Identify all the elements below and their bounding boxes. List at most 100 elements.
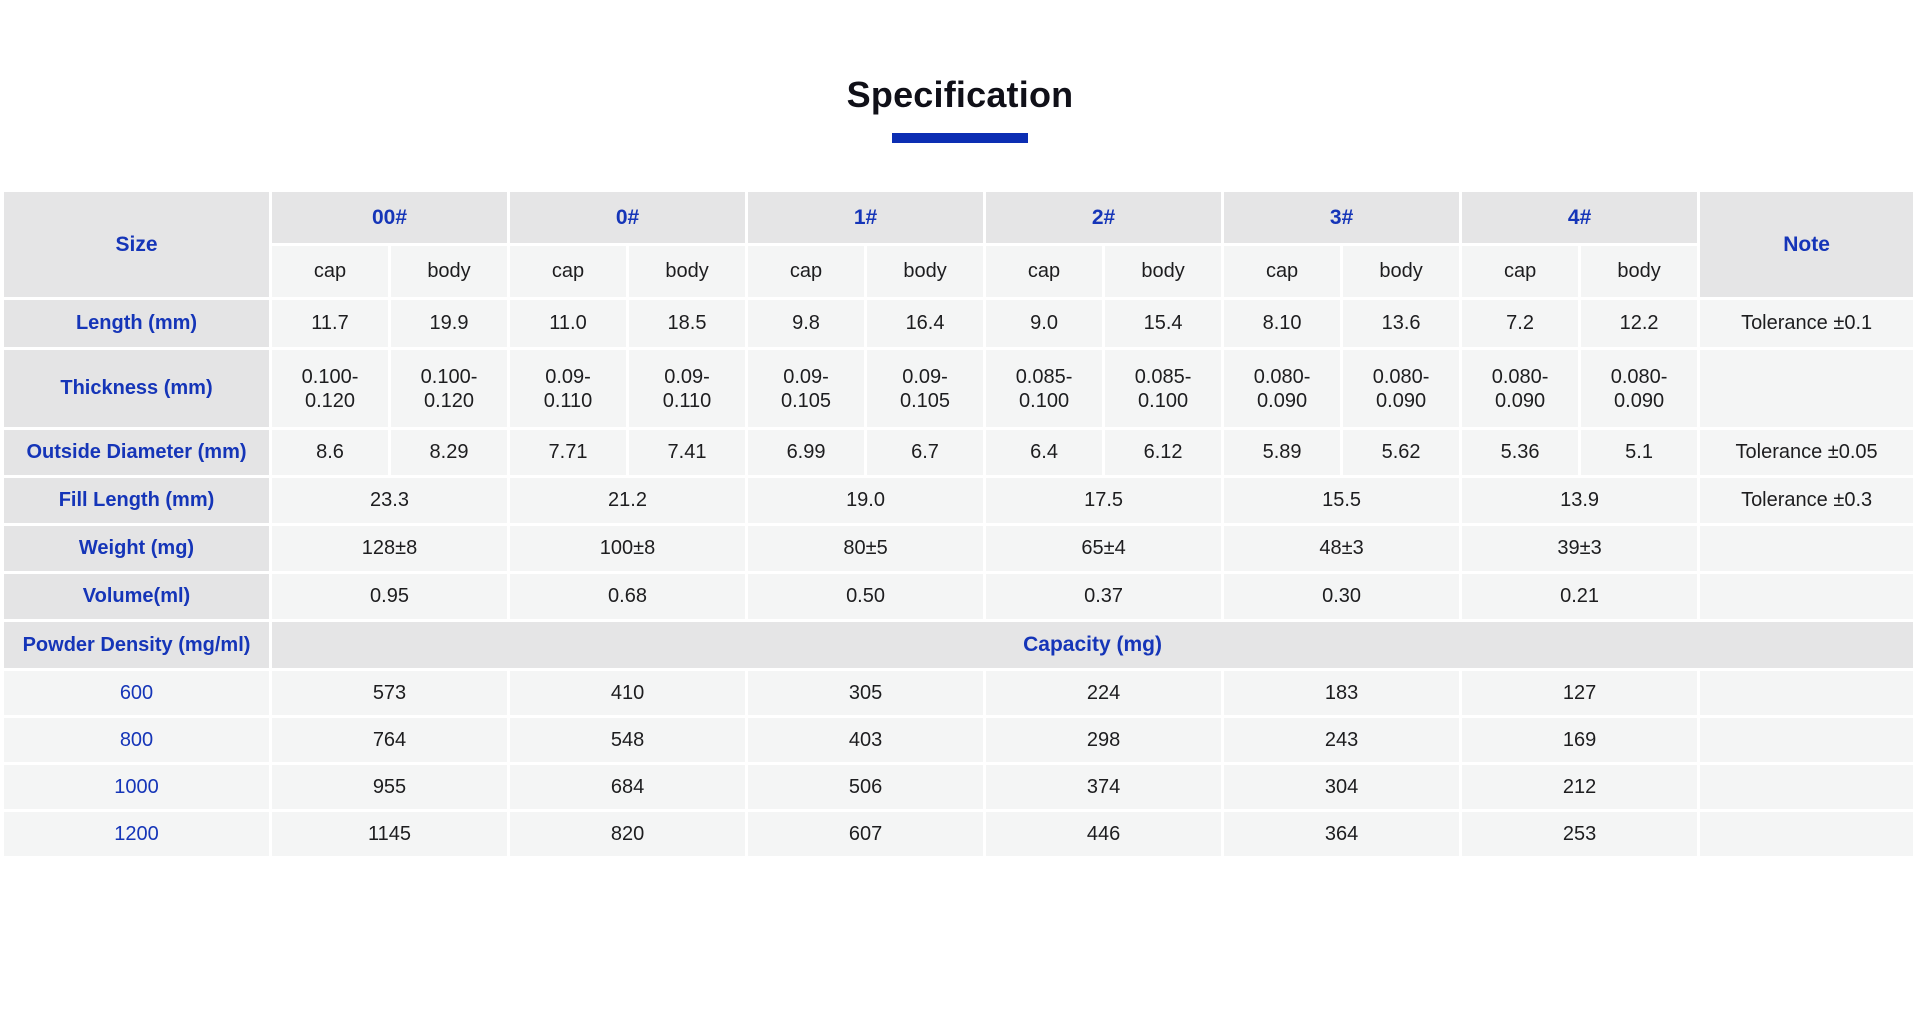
value-cell: 19.0 [745,475,987,526]
note-cell-empty [1697,762,1917,812]
value-cell: 128±8 [268,523,511,574]
value-cell: 0.09- 0.105 [745,347,868,430]
density-row-1000: 1000 955 684 506 374 304 212 [1,762,1917,812]
density-label-1000: 1000 [1,762,272,812]
value-cell: 0.080- 0.090 [1578,347,1701,430]
value-cell: 374 [983,762,1225,812]
value-cell: 0.37 [983,571,1225,622]
value-cell: 5.89 [1221,427,1344,478]
note-cell-fill-length: Tolerance ±0.3 [1697,475,1917,526]
subheader-body: body [626,243,749,300]
value-cell: 0.100- 0.120 [269,347,391,430]
note-cell-empty [1697,715,1917,765]
density-row-800: 800 764 548 403 298 243 169 [1,715,1917,765]
value-cell: 8.29 [387,427,511,478]
value-cell: 5.36 [1459,427,1582,478]
row-label-outside-diameter: Outside Diameter (mm) [1,427,272,478]
spec-row-thickness: Thickness (mm) 0.100- 0.120 0.100- 0.120… [1,347,1917,430]
header-row-capbody: cap body cap body cap body cap body cap … [3,243,1915,300]
title-underline [892,133,1028,143]
value-cell: 19.9 [387,297,511,350]
value-cell: 0.50 [745,571,987,622]
note-cell-outside-diameter: Tolerance ±0.05 [1697,427,1917,478]
value-cell: 410 [507,668,749,718]
density-label-600: 600 [1,668,272,718]
specification-table: Size 00# 0# 1# 2# 3# 4# Note cap body ca… [1,189,1917,859]
value-cell: 7.41 [626,427,749,478]
size-col-4: 4# [1459,189,1701,246]
value-cell: 12.2 [1578,297,1701,350]
value-cell: 6.4 [983,427,1106,478]
value-cell: 548 [507,715,749,765]
value-cell: 1145 [268,809,511,859]
value-cell: 5.1 [1578,427,1701,478]
value-cell: 13.6 [1340,297,1463,350]
value-cell: 7.2 [1459,297,1582,350]
value-cell: 573 [268,668,511,718]
spec-row-fill-length: Fill Length (mm) 23.3 21.2 19.0 17.5 15.… [1,475,1917,526]
value-cell: 11.7 [269,297,391,350]
value-cell: 9.8 [745,297,868,350]
value-cell: 506 [745,762,987,812]
value-cell: 403 [745,715,987,765]
value-cell: 11.0 [507,297,630,350]
value-cell: 253 [1459,809,1701,859]
subheader-cap: cap [1459,243,1582,300]
value-cell: 8.6 [269,427,391,478]
subheader-body: body [1340,243,1463,300]
subheader-cap: cap [507,243,630,300]
title-block: Specification [0,74,1920,143]
value-cell: 7.71 [507,427,630,478]
row-label-length: Length (mm) [1,297,272,350]
value-cell: 0.085- 0.100 [1102,347,1225,430]
size-col-1: 1# [745,189,987,246]
value-cell: 0.21 [1459,571,1701,622]
capacity-header-cell: Capacity (mg) [268,619,1917,671]
page-title: Specification [846,74,1074,115]
value-cell: 21.2 [507,475,749,526]
value-cell: 6.12 [1102,427,1225,478]
value-cell: 6.7 [864,427,987,478]
value-cell: 0.68 [507,571,749,622]
value-cell: 48±3 [1221,523,1463,574]
note-cell-volume [1697,571,1917,622]
row-label-fill-length: Fill Length (mm) [1,475,272,526]
note-cell-empty [1697,668,1917,718]
note-cell-length: Tolerance ±0.1 [1697,297,1917,350]
header-row-sizes: Size 00# 0# 1# 2# 3# 4# Note [1,189,1917,300]
value-cell: 820 [507,809,749,859]
note-cell-thickness [1697,347,1917,430]
size-col-0: 0# [507,189,749,246]
capacity-band-row: Powder Density (mg/ml) Capacity (mg) [1,619,1917,671]
value-cell: 0.080- 0.090 [1221,347,1344,430]
value-cell: 0.09- 0.105 [864,347,987,430]
value-cell: 446 [983,809,1225,859]
value-cell: 0.100- 0.120 [387,347,511,430]
spec-row-outside-diameter: Outside Diameter (mm) 8.6 8.29 7.71 7.41… [1,427,1917,478]
subheader-body: body [864,243,987,300]
value-cell: 80±5 [745,523,987,574]
subheader-cap: cap [1221,243,1344,300]
value-cell: 305 [745,668,987,718]
subheader-cap: cap [745,243,868,300]
density-row-1200: 1200 1145 820 607 446 364 253 [1,809,1917,859]
density-label-1200: 1200 [1,809,272,859]
spec-row-weight: Weight (mg) 128±8 100±8 80±5 65±4 48±3 3… [1,523,1917,574]
value-cell: 17.5 [983,475,1225,526]
value-cell: 13.9 [1459,475,1701,526]
row-label-thickness: Thickness (mm) [1,347,272,430]
value-cell: 15.5 [1221,475,1463,526]
value-cell: 955 [268,762,511,812]
value-cell: 764 [268,715,511,765]
value-cell: 684 [507,762,749,812]
value-cell: 23.3 [268,475,511,526]
value-cell: 0.085- 0.100 [983,347,1106,430]
value-cell: 100±8 [507,523,749,574]
value-cell: 183 [1221,668,1463,718]
value-cell: 65±4 [983,523,1225,574]
subheader-body: body [1102,243,1225,300]
value-cell: 224 [983,668,1225,718]
subheader-cap: cap [269,243,391,300]
size-header-cell: Size [1,189,272,300]
